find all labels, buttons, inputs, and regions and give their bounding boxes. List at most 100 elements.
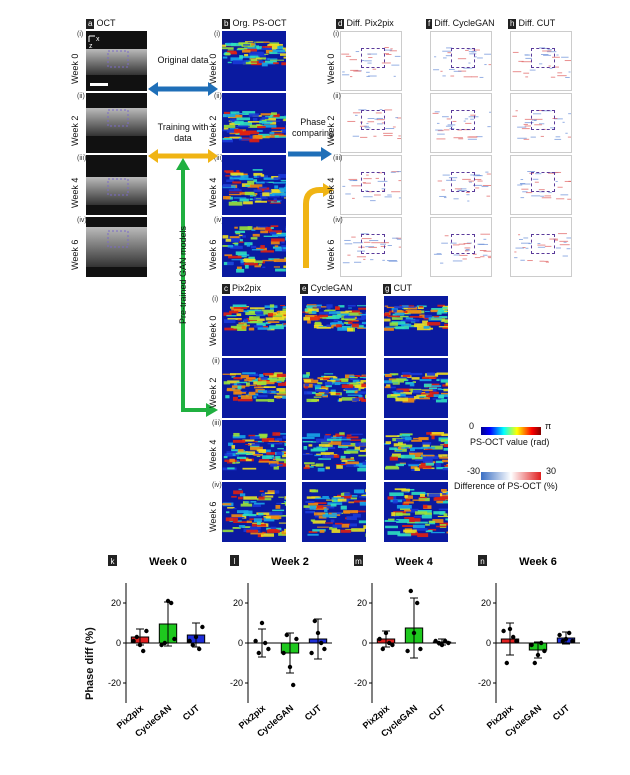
pix2pix-generated-week6 [222,482,286,542]
diff-texture [341,47,401,78]
pretrained-arrow [181,163,208,412]
chart-letter-badge [354,555,363,566]
roman-label: (iii) [212,420,222,427]
cut-generated-week4 [384,420,448,480]
roman-label: (ii) [333,93,341,100]
data-point [165,598,171,604]
data-point [312,618,317,624]
chart-letter-badge [478,555,487,566]
data-point [532,660,537,666]
data-point [259,620,265,626]
colorbars [481,427,541,480]
diff-pix2pix-week4 [340,155,402,215]
oct-image-week0: x z [86,31,147,91]
x-tick-label: CUT [181,703,202,723]
roi-box [451,172,475,192]
cut-generated-week6 [384,482,448,542]
data-point [256,650,261,656]
roi-box [451,48,475,68]
gen-week-label: Week 6 [208,501,218,532]
data-point [390,642,395,648]
data-point [567,630,572,636]
data-point [294,636,299,642]
data-point [162,640,167,646]
roman-label: (ii) [214,93,222,100]
y-tick-label: 0 [486,638,491,648]
oct-week-label: Week 0 [70,53,80,84]
data-point [253,638,258,644]
diff-pix2pix-week0 [340,31,402,91]
data-point [539,640,544,646]
data-point [200,624,205,630]
panel-d-title: d Diff. Pix2pix [336,18,394,29]
chart-title: Week 4 [395,556,434,568]
y-tick-label: 20 [357,598,367,608]
phase-yellow-arrow [303,187,324,268]
roi-box [361,172,385,192]
chart-letter: m [355,557,362,566]
data-point [172,636,177,642]
data-point [446,640,451,646]
data-point [542,648,547,654]
training-arrowhead-left [148,149,158,163]
diff-pix2pix-week2 [340,93,402,153]
cyclegan-generated-week6 [302,482,366,542]
data-point [131,638,136,644]
y-axis-label-wrapper: Phase diff (%) [84,600,96,720]
data-point [570,638,575,644]
data-point [315,630,321,636]
cyclegan-generated-week2 [302,358,366,418]
ps-oct-texture [384,482,448,542]
data-point [169,600,174,606]
oct-image-week6-graphic [86,227,147,267]
data-point [159,642,164,648]
diff-cyclegan-week6 [430,217,492,277]
data-point [405,648,410,654]
original-data-label: Original data [157,55,209,65]
phase-blue-arrowhead [321,147,332,161]
original-data-arrowhead-right [208,82,218,96]
oct-image-week4-graphic [86,177,147,205]
ps-colorbar-max: π [545,421,552,431]
data-point [197,646,202,652]
oct-image-week2-graphic [86,108,147,136]
gen-week-label: Week 0 [208,315,218,346]
panel-a-title: a OCT [86,18,116,29]
data-point [281,650,286,656]
ps-colorbar-min: 0 [469,421,475,431]
oct-week-label: Week 2 [70,115,80,146]
ps-oct-original-week4 [222,155,286,215]
roi-box [451,110,475,130]
roi-box [361,234,385,254]
cyclegan-generated-week0 [302,296,366,356]
pix2pix-generated-week0 [222,296,286,356]
roman-label: (iv) [212,482,222,489]
roman-label: (i) [214,31,221,38]
chart-letter: k [111,557,116,566]
diff-colorbar-min: -30 [467,466,481,476]
data-point [193,634,199,640]
diff-pix2pix-week6 [340,217,402,277]
data-point [418,646,423,652]
y-tick-label: 20 [233,598,243,608]
diff-colorbar-max: 30 [546,466,557,476]
data-point [309,650,314,656]
y-tick-label: -20 [354,678,367,688]
ps-oct-texture [222,296,286,356]
panel-c-title: c Pix2pix [222,283,262,294]
ps-oct-texture [222,482,286,542]
data-point [511,634,516,640]
diff-week-label: Week 2 [326,115,336,146]
ps-oct-texture [222,217,286,277]
y-tick-label: 0 [116,638,121,648]
data-point [187,638,192,644]
ps-oct-texture [384,420,448,480]
pix2pix-generated-week2 [222,358,286,418]
data-point [137,642,143,648]
phase-arrows [288,147,334,268]
panel-g-title: g CUT [383,283,412,294]
diff-texture [433,47,491,78]
y-tick-label: 20 [481,598,491,608]
